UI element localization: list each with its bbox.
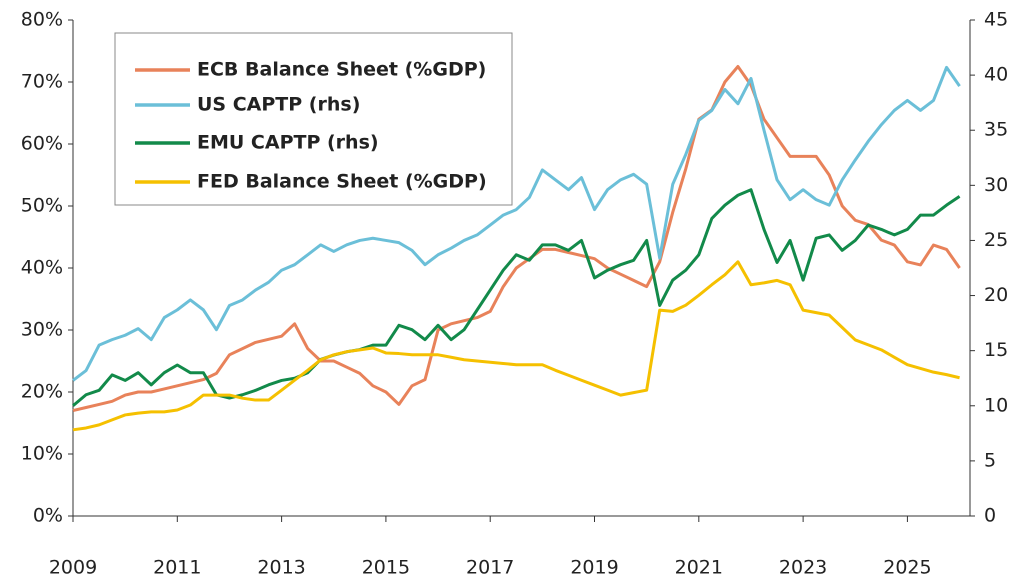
- legend-label: EMU CAPTP (rhs): [197, 132, 379, 154]
- x-tick-label: 2023: [779, 557, 827, 579]
- y2-tick-label: 40: [984, 64, 1008, 86]
- x-tick-label: 2009: [49, 557, 97, 579]
- y-tick-label: 70%: [21, 71, 63, 93]
- x-tick-label: 2021: [675, 557, 723, 579]
- y2-tick-label: 10: [984, 394, 1008, 416]
- x-tick-label: 2013: [257, 557, 305, 579]
- y-tick-label: 40%: [21, 257, 63, 279]
- y2-tick-label: 0: [984, 505, 996, 527]
- y2-tick-label: 45: [984, 9, 1008, 31]
- x-tick-label: 2019: [570, 557, 618, 579]
- y2-tick-label: 35: [984, 119, 1008, 141]
- x-tick-label: 2011: [153, 557, 201, 579]
- x-tick-label: 2025: [883, 557, 931, 579]
- series-line: [72, 260, 960, 432]
- y2-tick-label: 20: [984, 284, 1008, 306]
- y-tick-label: 0%: [33, 505, 63, 527]
- legend-label: FED Balance Sheet (%GDP): [197, 171, 487, 193]
- legend-label: ECB Balance Sheet (%GDP): [197, 59, 486, 81]
- y-tick-label: 50%: [21, 195, 63, 217]
- series-line: [72, 188, 961, 407]
- y-tick-label: 80%: [21, 9, 63, 31]
- y2-tick-label: 15: [984, 339, 1008, 361]
- y2-tick-label: 25: [984, 229, 1008, 251]
- y-tick-label: 60%: [21, 133, 63, 155]
- x-tick-label: 2017: [466, 557, 514, 579]
- y-tick-label: 20%: [21, 381, 63, 403]
- y-tick-label: 30%: [21, 319, 63, 341]
- legend: ECB Balance Sheet (%GDP) US CAPTP (rhs) EM…: [114, 32, 513, 206]
- y2-tick-label: 30: [984, 174, 1008, 196]
- series-line: [72, 65, 961, 413]
- legend-label: US CAPTP (rhs): [197, 94, 360, 116]
- y-tick-label: 10%: [21, 443, 63, 465]
- legend-box: [114, 32, 513, 206]
- series-line: [72, 65, 961, 382]
- x-tick-label: 2015: [362, 557, 410, 579]
- y2-tick-label: 5: [984, 449, 996, 471]
